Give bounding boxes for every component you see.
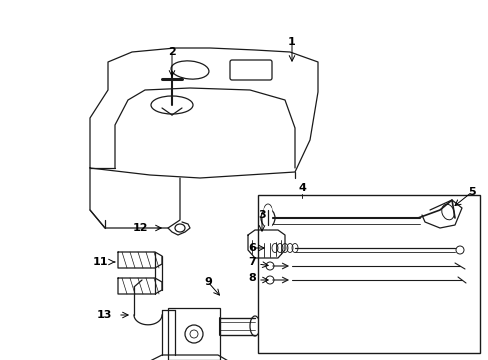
Text: 1: 1 <box>287 37 295 47</box>
Text: 4: 4 <box>298 183 305 193</box>
Bar <box>168 308 220 360</box>
Text: 5: 5 <box>467 187 475 197</box>
Ellipse shape <box>261 209 274 227</box>
Text: 9: 9 <box>203 277 211 287</box>
Text: 7: 7 <box>247 257 255 267</box>
Ellipse shape <box>249 316 260 336</box>
Text: 6: 6 <box>247 243 255 253</box>
Text: 11: 11 <box>92 257 108 267</box>
Text: 13: 13 <box>97 310 112 320</box>
Text: 8: 8 <box>247 273 255 283</box>
Text: 3: 3 <box>258 210 265 220</box>
Text: 2: 2 <box>168 47 176 57</box>
Text: 12: 12 <box>132 223 148 233</box>
Bar <box>258 195 479 353</box>
